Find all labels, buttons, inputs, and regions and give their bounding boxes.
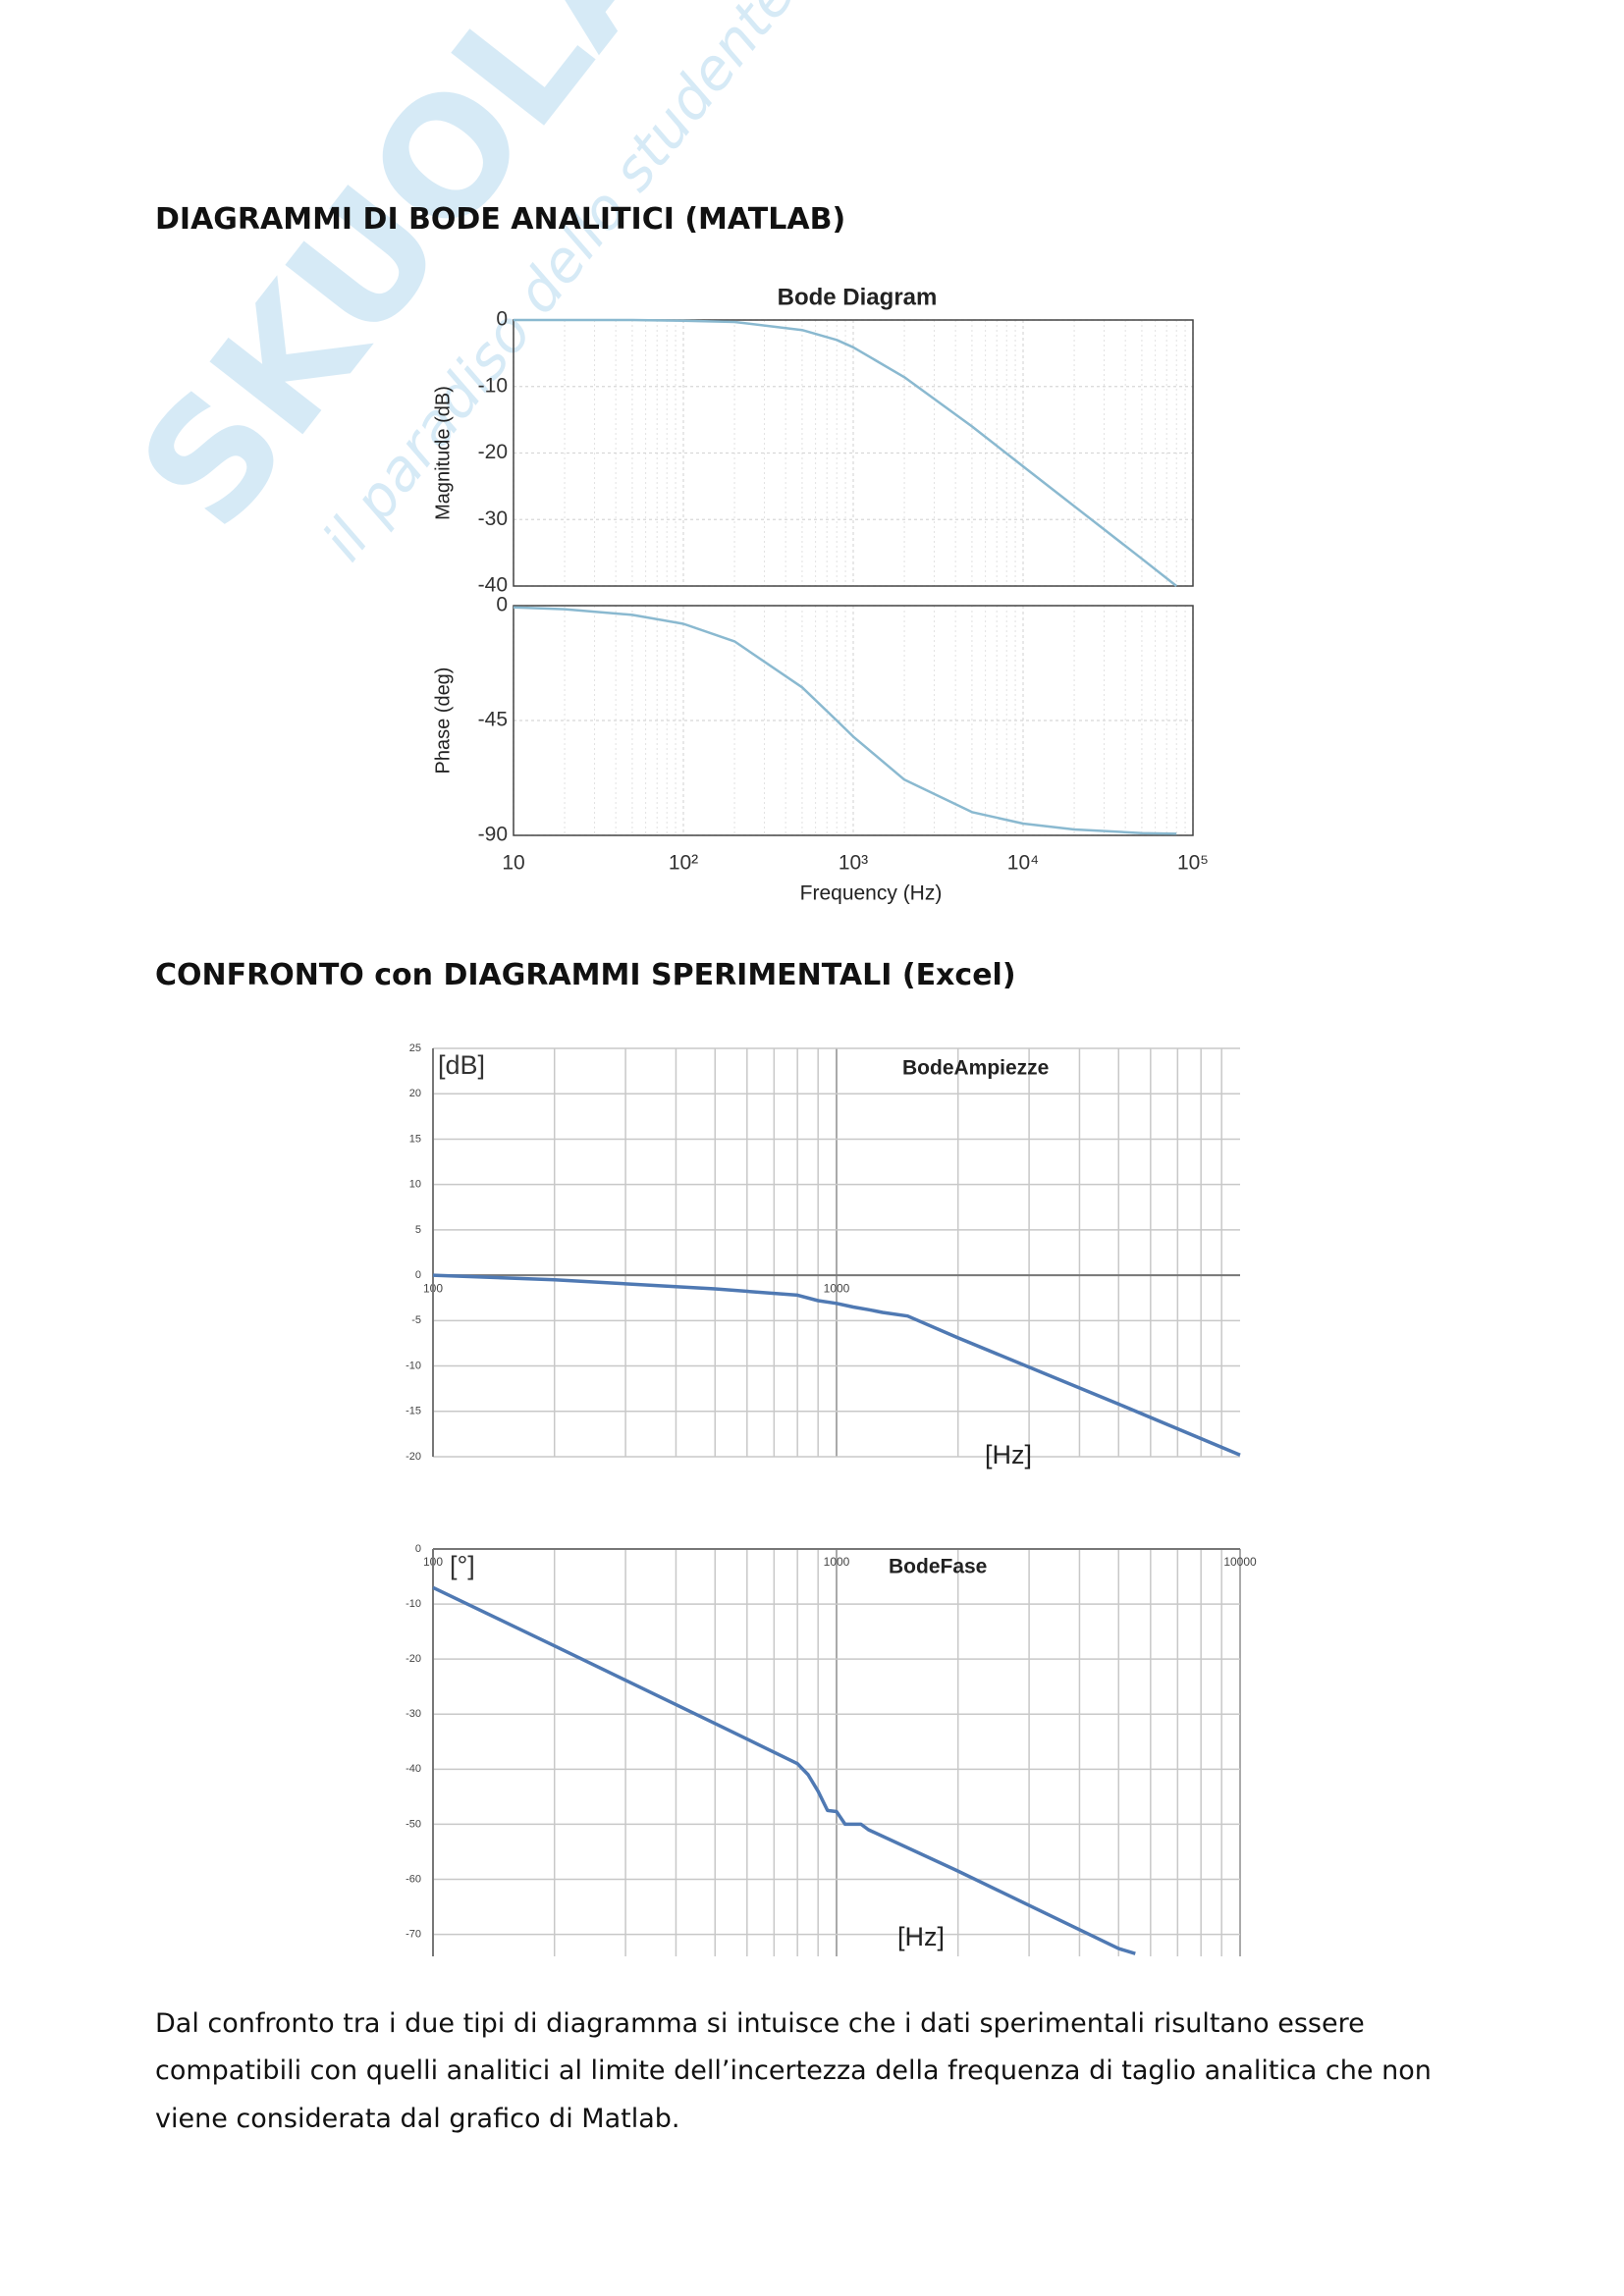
y-axis-label: Phase (deg) bbox=[432, 667, 454, 774]
x-axis-label: [Hz] bbox=[897, 1922, 945, 1951]
paragraph-line: Dal confronto tra i due tipi di diagramm… bbox=[155, 2008, 1365, 2039]
y-tick-label: 15 bbox=[409, 1133, 421, 1145]
y-tick-label: -40 bbox=[406, 1763, 421, 1775]
y-tick-label: -10 bbox=[406, 1598, 421, 1610]
x-tick-label: 10000 bbox=[1223, 1555, 1257, 1569]
y-tick-label: -30 bbox=[406, 1708, 421, 1720]
y-tick-label: 20 bbox=[409, 1088, 421, 1099]
y-tick-label: -70 bbox=[406, 1928, 421, 1940]
chart-title: Bode Diagram bbox=[778, 284, 938, 310]
data-line bbox=[514, 318, 1177, 587]
paragraph-line: viene considerata dal grafico di Matlab. bbox=[155, 2104, 679, 2134]
plot-frame bbox=[513, 319, 1194, 587]
chart-title: BodeFase bbox=[889, 1556, 987, 1578]
x-tick-label: 1000 bbox=[824, 1281, 850, 1295]
y-tick-label: -50 bbox=[406, 1818, 421, 1830]
y-tick-label: -60 bbox=[406, 1873, 421, 1885]
data-line bbox=[432, 1585, 1136, 1955]
x-tick-label: 10³ bbox=[839, 852, 868, 875]
x-tick-label: 10 bbox=[502, 852, 524, 875]
y-tick-label: -15 bbox=[406, 1406, 421, 1417]
y-tick-label: -5 bbox=[411, 1314, 421, 1326]
x-axis-label: Frequency (Hz) bbox=[800, 882, 943, 905]
y-tick-label: -30 bbox=[478, 507, 508, 530]
x-tick-label: 10⁴ bbox=[1007, 852, 1039, 875]
heading: CONFRONTO con DIAGRAMMI SPERIMENTALI (Ex… bbox=[155, 958, 1016, 992]
y-tick-label: -20 bbox=[478, 441, 508, 463]
heading: DIAGRAMMI DI BODE ANALITICI (MATLAB) bbox=[155, 202, 845, 237]
y-tick-label: 10 bbox=[409, 1179, 421, 1191]
y-tick-label: -40 bbox=[478, 574, 508, 597]
y-tick-label: -10 bbox=[406, 1360, 421, 1371]
paragraph-line: compatibili con quelli analitici al limi… bbox=[155, 2056, 1432, 2086]
y-tick-label: -90 bbox=[478, 824, 508, 846]
y-tick-label: 25 bbox=[409, 1042, 421, 1054]
y-tick-label: -10 bbox=[478, 374, 508, 397]
y-tick-label: -20 bbox=[406, 1451, 421, 1463]
y-tick-label: 0 bbox=[496, 308, 508, 331]
y-tick-label: 0 bbox=[496, 594, 508, 616]
x-tick-label: 1000 bbox=[824, 1555, 850, 1569]
x-tick-label: 10² bbox=[669, 852, 698, 875]
data-line bbox=[513, 606, 1177, 835]
x-axis-label: [Hz] bbox=[985, 1440, 1032, 1469]
y-tick-label: 5 bbox=[415, 1224, 421, 1236]
plot-frame bbox=[513, 605, 1194, 836]
x-tick-label: 10⁵ bbox=[1177, 852, 1209, 875]
y-axis-label: [°] bbox=[450, 1551, 475, 1580]
chart-title: BodeAmpiezze bbox=[902, 1057, 1049, 1080]
y-tick-label: 0 bbox=[415, 1543, 421, 1555]
y-tick-label: 0 bbox=[415, 1269, 421, 1281]
y-tick-label: -45 bbox=[478, 709, 508, 731]
data-line bbox=[432, 1273, 1241, 1457]
y-axis-label: Magnitude (dB) bbox=[432, 386, 454, 520]
y-axis-label: [dB] bbox=[438, 1050, 485, 1080]
y-tick-label: -20 bbox=[406, 1653, 421, 1665]
